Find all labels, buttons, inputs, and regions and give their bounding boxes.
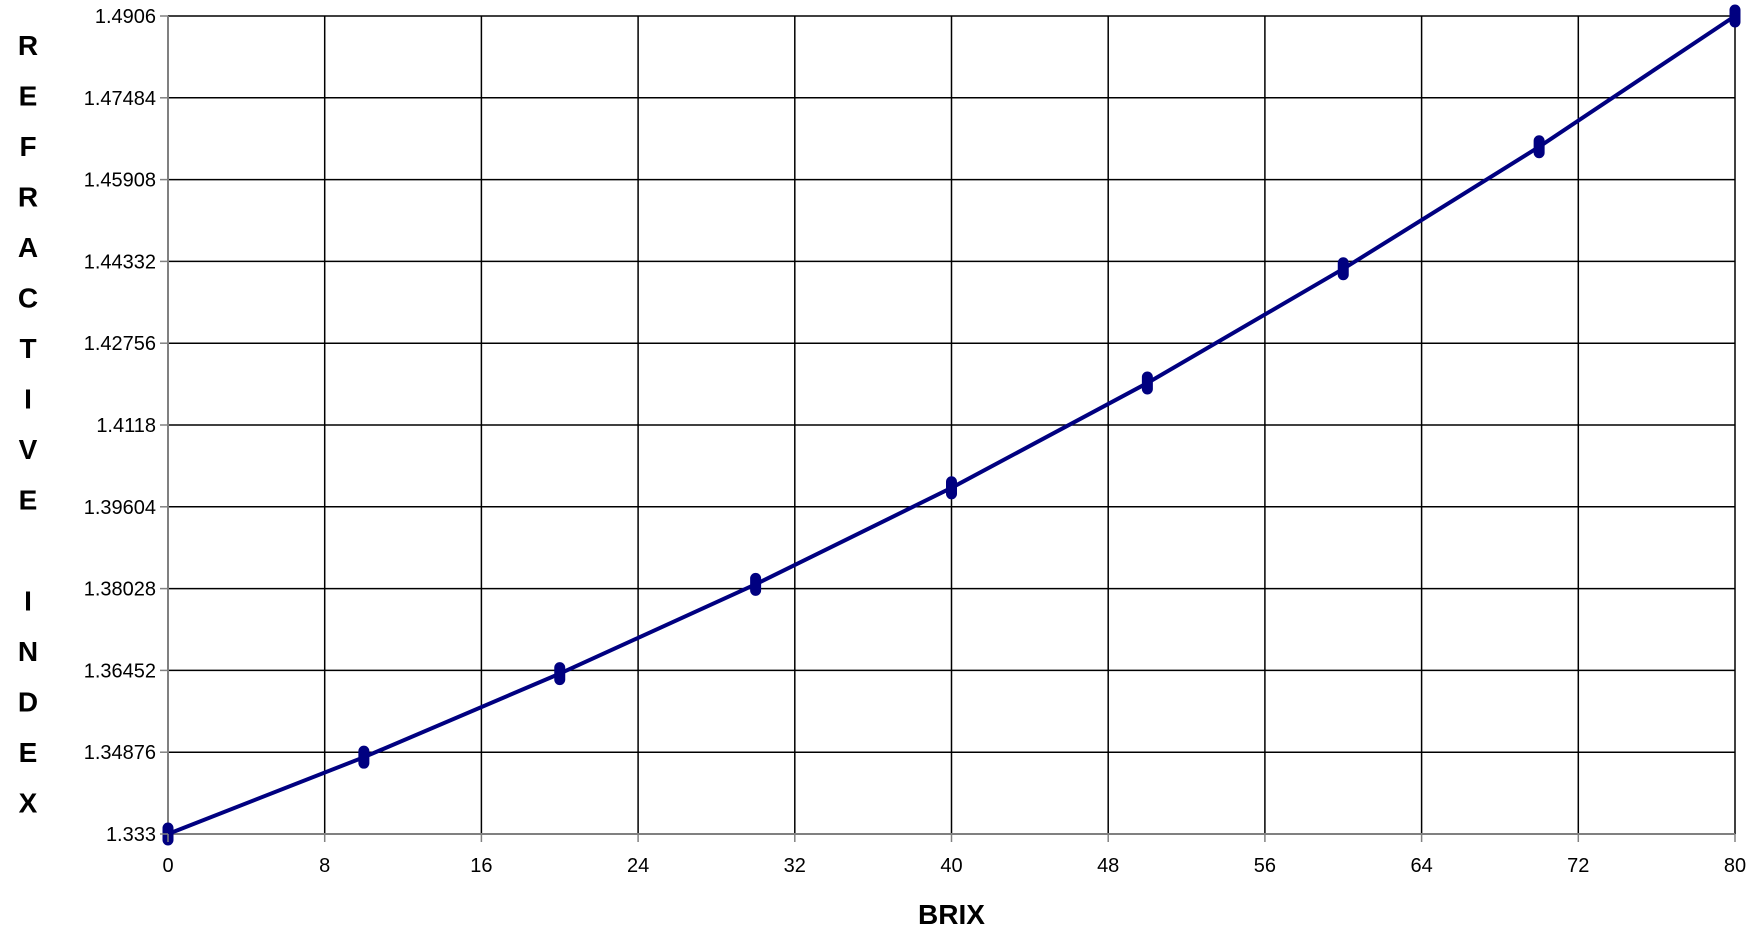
y-axis-title-letter: A — [18, 232, 38, 263]
x-axis-title: BRIX — [918, 899, 985, 930]
data-point-marker — [750, 572, 762, 596]
y-axis-title-letter: X — [19, 788, 38, 819]
y-axis-title-letter: R — [18, 182, 38, 213]
data-point-marker — [1141, 371, 1153, 395]
data-point-marker — [554, 662, 566, 686]
x-tick-label: 48 — [1097, 855, 1119, 877]
y-axis-title-letter: T — [19, 333, 36, 364]
y-axis-title-letter: E — [19, 737, 38, 768]
data-point-marker — [1533, 135, 1545, 159]
x-tick-label: 56 — [1254, 855, 1276, 877]
y-tick-label: 1.38028 — [84, 579, 156, 601]
x-tick-label: 8 — [319, 855, 330, 877]
y-tick-label: 1.45908 — [84, 170, 156, 192]
x-tick-label: 72 — [1567, 855, 1589, 877]
y-axis-title-letter: E — [19, 81, 38, 112]
y-axis-title-letter — [24, 535, 32, 566]
y-tick-label: 1.39604 — [84, 497, 156, 519]
y-tick-label: 1.333 — [106, 824, 156, 846]
y-axis-title-letter: D — [18, 687, 38, 718]
y-axis-title-letter: V — [19, 434, 38, 465]
y-tick-label: 1.42756 — [84, 333, 156, 355]
y-tick-label: 1.34876 — [84, 742, 156, 764]
x-tick-label: 16 — [470, 855, 492, 877]
y-axis-title-letter: N — [18, 636, 38, 667]
x-tick-label: 32 — [784, 855, 806, 877]
y-axis-title-letter: F — [19, 131, 36, 162]
y-tick-label: 1.4906 — [95, 6, 156, 28]
series-layer — [162, 4, 1741, 846]
data-point-marker — [1729, 4, 1741, 28]
x-axis-ticks: 0 8 16 24 32 40 48 56 64 72 80 — [162, 834, 1746, 877]
x-tick-label: 80 — [1724, 855, 1746, 877]
data-point-marker — [946, 476, 957, 500]
x-tick-label: 40 — [940, 855, 962, 877]
x-tick-label: 0 — [162, 855, 173, 877]
data-point-marker — [358, 745, 370, 769]
data-point-marker — [1337, 257, 1349, 281]
y-tick-label: 1.4118 — [96, 415, 156, 437]
x-tick-label: 24 — [627, 855, 649, 877]
y-tick-label: 1.47484 — [84, 88, 156, 110]
y-axis-title-letter: C — [18, 283, 38, 314]
y-tick-label: 1.36452 — [84, 660, 156, 682]
y-axis-title-letter: R — [18, 30, 38, 61]
y-axis-title-letter: I — [24, 384, 32, 415]
y-axis-title-letter: E — [19, 485, 38, 516]
y-axis-ticks: 1.333 1.34876 1.36452 1.38028 1.39604 1.4118 1… — [84, 6, 168, 846]
x-tick-label: 64 — [1410, 855, 1432, 877]
y-tick-label: 1.44332 — [84, 251, 156, 273]
y-axis-title-letter: I — [24, 586, 32, 617]
